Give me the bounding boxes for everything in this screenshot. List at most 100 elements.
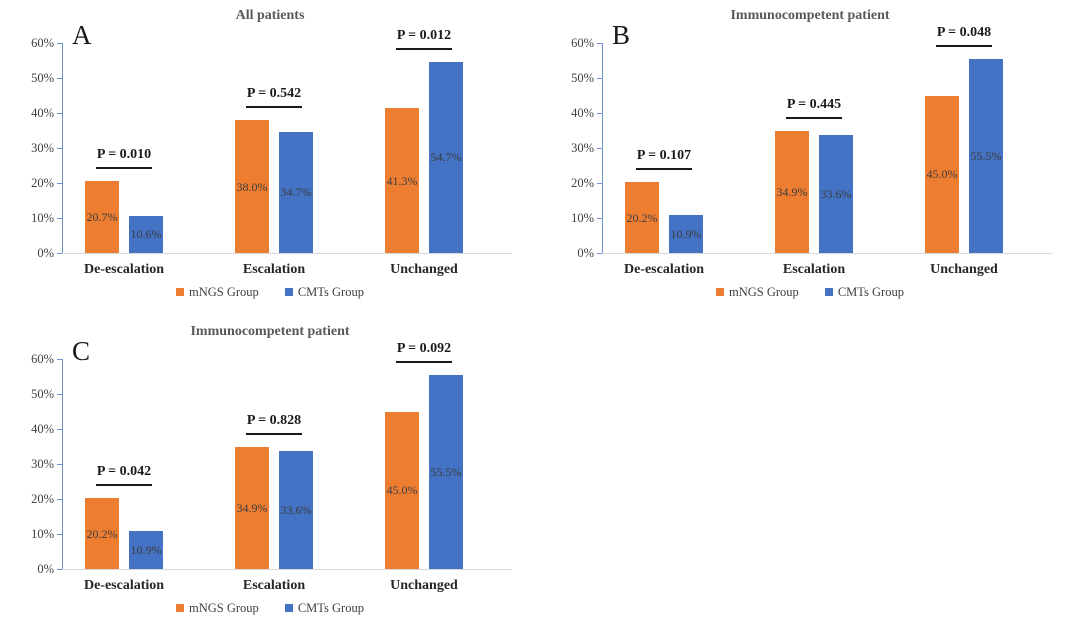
y-axis-line xyxy=(602,43,604,254)
y-tick-label: 10% xyxy=(571,211,594,225)
bar-value-label: 10.9% xyxy=(670,226,702,241)
bar-value-label: 20.2% xyxy=(86,526,118,541)
y-tick-label: 60% xyxy=(31,352,54,366)
bar-cmts xyxy=(429,61,463,253)
legend-item: CMTs Group xyxy=(284,285,364,299)
y-tick-label: 30% xyxy=(31,141,54,155)
legend-item: CMTs Group xyxy=(824,285,904,299)
bar-value-label: 33.6% xyxy=(280,503,312,518)
significance-line xyxy=(396,360,452,363)
bar-value-label: 20.2% xyxy=(626,210,658,225)
plot-area: 0% 10% 20% 30% 40% 50% 60% 20.7% 10.6% P = 0.010 D… xyxy=(0,0,540,310)
p-value-label: P = 0.010 xyxy=(96,146,152,162)
bar-value-label: 45.0% xyxy=(926,167,958,182)
panel-label: A xyxy=(72,20,92,50)
bar-mngs xyxy=(385,108,419,253)
bar-cmts xyxy=(969,58,1003,253)
legend-swatch xyxy=(824,288,833,296)
bar-value-label: 54.7% xyxy=(430,150,462,165)
p-value-label: P = 0.092 xyxy=(396,340,452,356)
y-tick-mark xyxy=(57,534,62,536)
significance-line xyxy=(246,432,302,435)
category-label: Escalation xyxy=(242,578,306,593)
bar-value-label: 34.7% xyxy=(280,185,312,200)
significance-line xyxy=(786,116,842,119)
legend-label: CMTs Group xyxy=(297,601,364,615)
legend-swatch xyxy=(176,288,185,296)
y-tick-mark xyxy=(57,43,62,45)
y-tick-mark xyxy=(597,218,602,220)
y-tick-label: 0% xyxy=(37,246,54,260)
bar-value-label: 10.9% xyxy=(130,542,162,557)
y-tick-label: 60% xyxy=(571,36,594,50)
y-tick-mark xyxy=(57,394,62,396)
category-label: De-escalation xyxy=(83,578,165,593)
legend-swatch xyxy=(716,288,725,296)
significance-line xyxy=(246,106,302,108)
bar-mngs xyxy=(385,411,419,569)
p-value-label: P = 0.542 xyxy=(246,86,302,101)
y-tick-mark xyxy=(57,148,62,150)
y-tick-mark xyxy=(597,78,602,80)
legend-item: mNGS Group xyxy=(716,285,799,299)
y-tick-label: 20% xyxy=(31,492,54,506)
y-tick-label: 40% xyxy=(571,106,594,120)
bar-value-label: 45.0% xyxy=(386,483,418,498)
y-tick-label: 50% xyxy=(31,71,54,85)
bar-cmts xyxy=(279,131,313,253)
legend-swatch xyxy=(284,288,293,296)
y-tick-label: 0% xyxy=(37,562,54,576)
chart-title: Immunocompetent patient xyxy=(190,324,350,339)
panel-label: B xyxy=(612,20,631,50)
chart-title: Immunocompetent patient xyxy=(730,8,890,23)
bar-mngs xyxy=(775,130,809,253)
bar-value-label: 55.5% xyxy=(970,148,1002,163)
y-tick-label: 30% xyxy=(31,457,54,471)
significance-line xyxy=(936,44,992,47)
y-tick-label: 0% xyxy=(577,246,594,260)
p-value-label: P = 0.445 xyxy=(786,96,842,112)
y-tick-mark xyxy=(597,43,602,45)
p-value-label: P = 0.107 xyxy=(636,148,692,164)
legend-label: mNGS Group xyxy=(189,285,259,299)
plot-area: 0% 10% 20% 30% 40% 50% 60% 20.2% 10.9% P = 0.042 D… xyxy=(0,316,540,626)
y-tick-label: 40% xyxy=(31,422,54,436)
y-tick-mark xyxy=(57,113,62,115)
y-tick-label: 60% xyxy=(31,36,54,50)
x-axis-line xyxy=(602,253,1052,254)
y-tick-label: 50% xyxy=(31,387,54,401)
bar-mngs xyxy=(235,120,269,253)
bar-cmts xyxy=(669,214,703,253)
bar-value-label: 20.7% xyxy=(86,209,118,224)
plot-area: 0% 10% 20% 30% 40% 50% 60% 20.2% 10.9% P = 0.107 D… xyxy=(540,0,1080,310)
y-axis-line xyxy=(62,359,64,570)
y-tick-mark xyxy=(57,569,62,571)
legend-swatch xyxy=(176,604,185,612)
bar-value-label: 10.6% xyxy=(130,227,162,242)
y-tick-label: 50% xyxy=(571,71,594,85)
p-value-label: P = 0.828 xyxy=(246,412,302,428)
bar-value-label: 34.9% xyxy=(236,500,268,515)
bar-mngs xyxy=(925,95,959,253)
y-tick-mark xyxy=(57,429,62,431)
legend-label: CMTs Group xyxy=(297,285,364,299)
category-label: Unchanged xyxy=(930,262,998,277)
significance-line xyxy=(96,166,152,169)
y-tick-mark xyxy=(57,253,62,255)
panel-label: C xyxy=(72,336,91,366)
legend: mNGS Group CMTs Group xyxy=(0,285,540,299)
y-tick-label: 20% xyxy=(31,176,54,190)
bar-value-label: 34.9% xyxy=(776,184,808,199)
bar-cmts xyxy=(129,530,163,569)
bar-cmts xyxy=(429,374,463,569)
chart-panel-b: Immunocompetent patient B 0% 10% 20% 30% 40%… xyxy=(540,0,1080,310)
y-tick-label: 30% xyxy=(571,141,594,155)
chart-panel-c: Immunocompetent patient C 0% 10% 20% 30% 40%… xyxy=(0,316,540,632)
y-tick-mark xyxy=(57,78,62,80)
significance-line xyxy=(636,168,692,171)
y-tick-mark xyxy=(57,464,62,466)
legend-item: CMTs Group xyxy=(284,601,364,615)
category-label: De-escalation xyxy=(83,262,165,277)
category-label: Escalation xyxy=(782,262,846,277)
